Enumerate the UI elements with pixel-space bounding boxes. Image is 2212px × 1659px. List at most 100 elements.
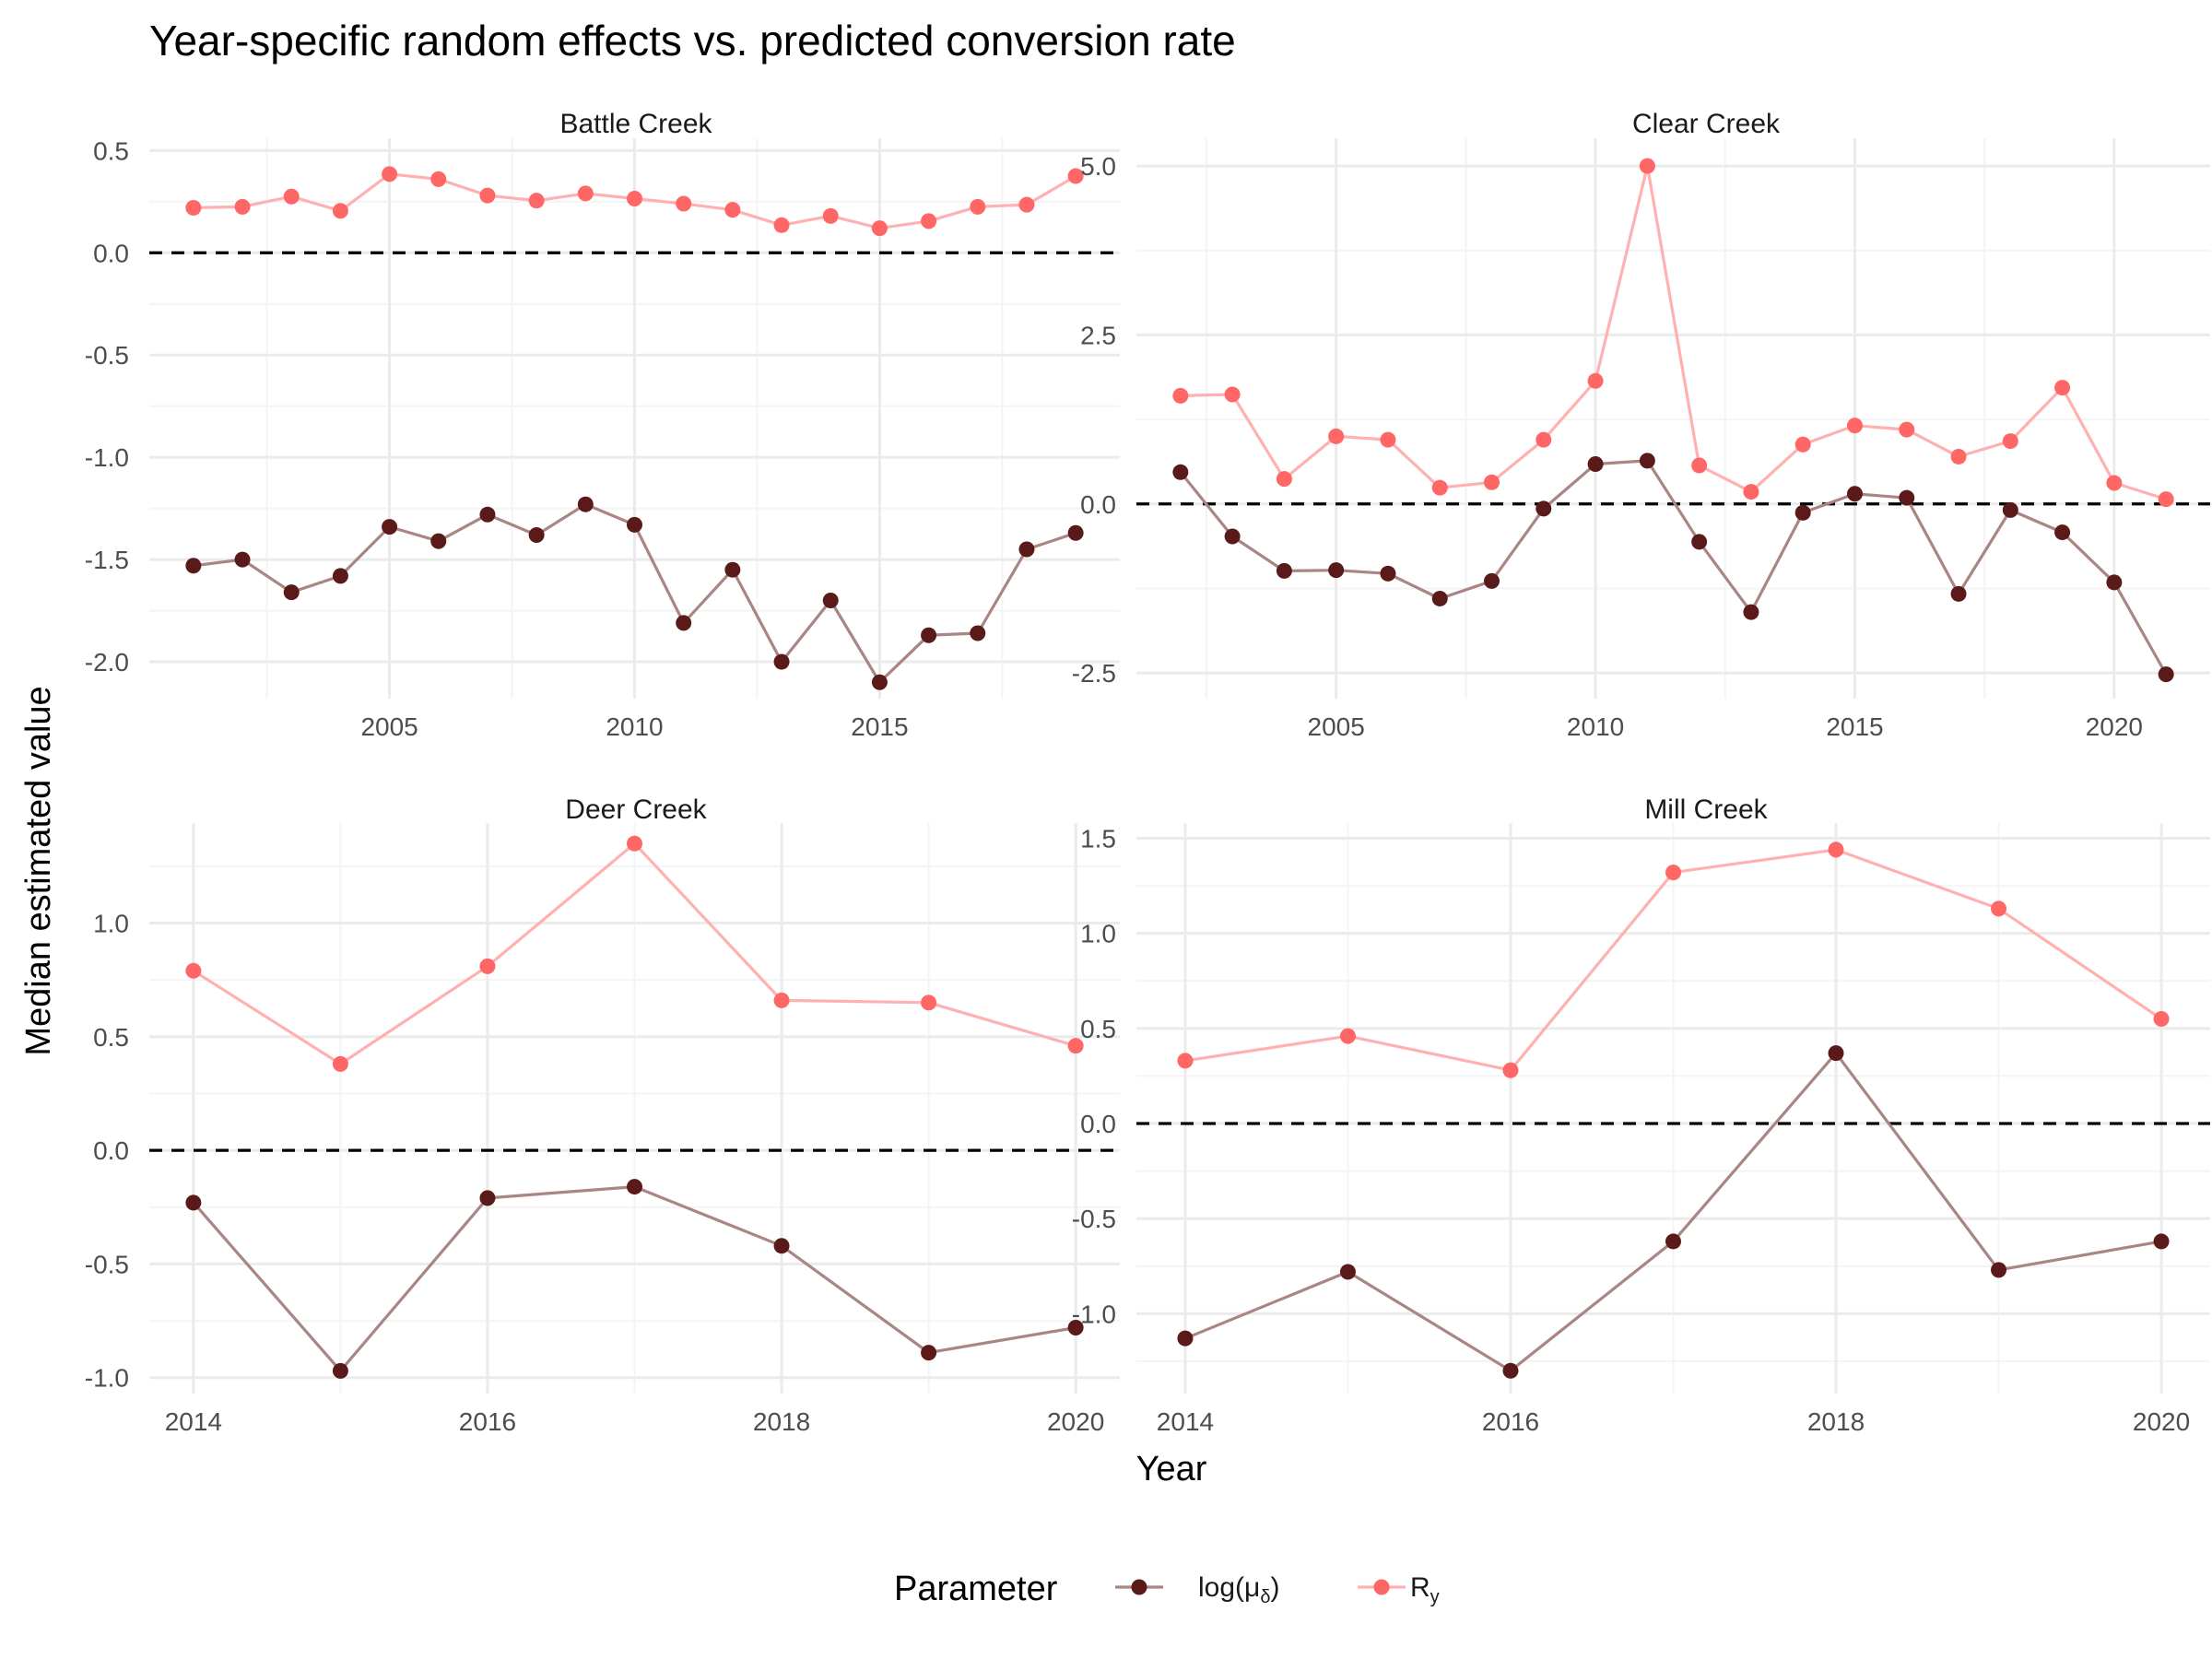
- log-mu-point: [1224, 528, 1241, 545]
- log-mu-point: [2054, 524, 2071, 541]
- log-mu-point: [822, 592, 839, 608]
- legend-key-point: [1131, 1579, 1147, 1595]
- r-y-point: [185, 962, 202, 979]
- r-y-point: [773, 992, 790, 1008]
- r-y-point: [1380, 431, 1396, 448]
- r-y-point: [822, 207, 839, 224]
- log-mu-point: [479, 1190, 496, 1206]
- log-mu-point: [332, 568, 348, 584]
- x-tick-label: 2020: [2086, 712, 2143, 741]
- log-mu-point: [479, 506, 496, 523]
- x-tick-label: 2015: [851, 712, 908, 741]
- log-mu-point: [1899, 489, 1915, 506]
- x-tick-label: 2016: [1482, 1407, 1539, 1436]
- y-tick-label: 0.0: [93, 1136, 129, 1165]
- r-y-point: [627, 190, 642, 206]
- r-y-point: [332, 1055, 348, 1072]
- r-y-point: [921, 213, 937, 229]
- facet-panels: Battle Creek 2005 2010 2015 0.5 0.0 -0.5 -1.0 -1…: [85, 109, 2210, 1436]
- log-mu-point: [2153, 1233, 2170, 1250]
- y-tick-label: 0.0: [93, 239, 129, 267]
- y-tick-label: 0.5: [93, 136, 129, 165]
- r-y-point: [871, 220, 888, 237]
- x-tick-label: 2018: [1807, 1407, 1865, 1436]
- r-y-point: [1665, 865, 1681, 881]
- x-tick-label: 2005: [360, 712, 418, 741]
- log-mu-point: [773, 1238, 790, 1254]
- r-y-point: [479, 958, 496, 974]
- log-mu-point: [528, 526, 545, 543]
- log-mu-point: [1067, 1319, 1084, 1335]
- panel-title: Deer Creek: [565, 794, 707, 825]
- log-mu-point: [1018, 541, 1035, 558]
- r-y-point: [528, 193, 545, 209]
- r-y-point: [577, 185, 594, 202]
- r-y-point: [773, 217, 790, 233]
- r-y-series-line: [1180, 164, 2167, 501]
- r-y-point: [283, 188, 300, 205]
- y-tick-label: 2.5: [1080, 321, 1116, 349]
- log-mu-point: [1502, 1362, 1519, 1379]
- r-y-point: [1639, 158, 1655, 174]
- r-y-point: [1991, 900, 2007, 917]
- r-y-point: [1828, 841, 1844, 858]
- y-tick-label: 5.0: [1080, 152, 1116, 181]
- log-mu-point: [921, 1345, 937, 1361]
- r-y-point: [1502, 1062, 1519, 1078]
- r-y-point: [1276, 471, 1292, 488]
- r-y-point: [970, 198, 986, 215]
- panel-mill-creek: Mill Creek 2014 2016 2018 2020 1.5 1.0 0.5 0.0 -0…: [1072, 794, 2210, 1436]
- r-y-point: [1018, 196, 1035, 213]
- panel-clear-creek: Clear Creek 2005 2010 2015 2020 5.0 2.5 0.0 -2.5: [1072, 109, 2210, 741]
- y-tick-label: 1.5: [1080, 825, 1116, 853]
- r-y-point: [1794, 436, 1811, 453]
- y-tick-label: -1.0: [1072, 1300, 1116, 1328]
- r-y-point: [1177, 1053, 1194, 1069]
- y-tick-label: -0.5: [85, 1250, 129, 1278]
- r-y-point: [1224, 386, 1241, 403]
- r-y-point: [185, 199, 202, 216]
- log-mu-point: [676, 615, 692, 631]
- r-y-point: [1950, 448, 1967, 465]
- log-mu-point: [970, 625, 986, 641]
- panel-battle-creek: Battle Creek 2005 2010 2015 0.5 0.0 -0.5 -1.0 -1…: [85, 109, 1120, 741]
- chart-title: Year-specific random effects vs. predict…: [149, 17, 1236, 65]
- legend-title: Parameter: [894, 1570, 1058, 1608]
- y-tick-label: -0.5: [85, 341, 129, 370]
- x-tick-label: 2015: [1826, 712, 1883, 741]
- y-tick-label: 0.5: [1080, 1015, 1116, 1043]
- log-mu-point: [724, 561, 741, 578]
- panel-title: Clear Creek: [1632, 109, 1781, 139]
- legend-label: Ry: [1410, 1572, 1440, 1607]
- x-tick-label: 2014: [1157, 1407, 1214, 1436]
- x-tick-label: 2018: [753, 1407, 810, 1436]
- legend: Parameter log(μδ) Ry: [894, 1570, 1440, 1608]
- r-y-point: [1535, 431, 1552, 448]
- y-tick-label: -1.0: [85, 1364, 129, 1393]
- panel-deer-creek: Deer Creek 2014 2016 2018 2020 1.0 0.5 0.0 -0.5 -…: [85, 794, 1120, 1436]
- log-mu-point: [283, 584, 300, 601]
- r-y-point: [1067, 168, 1084, 184]
- x-tick-label: 2005: [1308, 712, 1365, 741]
- x-tick-label: 2016: [459, 1407, 516, 1436]
- y-tick-label: 0.5: [93, 1023, 129, 1052]
- r-y-point: [1846, 418, 1863, 434]
- y-tick-label: 1.0: [1080, 920, 1116, 948]
- r-y-point: [332, 203, 348, 219]
- log-mu-point: [332, 1362, 348, 1379]
- log-mu-point: [773, 653, 790, 670]
- r-y-point: [724, 202, 741, 218]
- log-mu-point: [2106, 574, 2123, 591]
- log-mu-series-line: [1179, 459, 2168, 676]
- legend-key-point: [1373, 1579, 1390, 1595]
- r-y-point: [1172, 387, 1189, 404]
- r-y-point: [2158, 491, 2174, 508]
- log-mu-point: [430, 533, 447, 549]
- r-y-point: [479, 187, 496, 204]
- log-mu-point: [871, 674, 888, 690]
- r-y-point: [2106, 475, 2123, 491]
- x-tick-label: 2020: [1047, 1407, 1104, 1436]
- r-y-point: [1067, 1038, 1084, 1054]
